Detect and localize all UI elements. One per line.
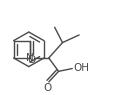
- Text: OH: OH: [73, 63, 89, 74]
- Text: O: O: [44, 83, 52, 93]
- Text: O: O: [28, 55, 36, 65]
- Text: N: N: [26, 53, 34, 63]
